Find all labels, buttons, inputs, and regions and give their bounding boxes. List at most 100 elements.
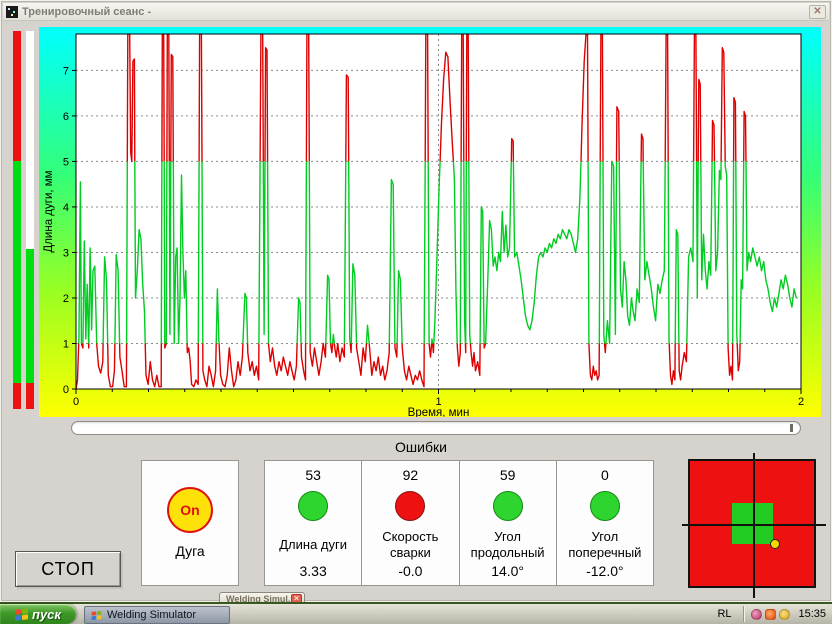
- arc-length-chart-svg: 0 1 2 0 1 2 3 4 5 6 7 Время, мин Длина дуги, мм: [39, 27, 821, 419]
- trace-segment: [259, 34, 264, 162]
- trace-segment: [605, 160, 618, 345]
- error-label: Скорость сварки: [382, 528, 439, 560]
- trace-segment: [483, 343, 487, 349]
- trace-segment: [325, 274, 332, 344]
- trace-segment: [465, 161, 467, 344]
- error-count: 92: [402, 467, 419, 483]
- trace-segment: [456, 343, 461, 367]
- trace-segment: [242, 292, 249, 344]
- trace-segment: [198, 34, 203, 162]
- trace-segment: [186, 343, 199, 388]
- start-button-label: пуск: [32, 606, 61, 622]
- tray-separator: [743, 606, 746, 622]
- trace-segment: [305, 34, 310, 162]
- bar-segment: [26, 382, 34, 409]
- trace-segment: [355, 343, 368, 376]
- trace-segment: [711, 119, 716, 162]
- window-close-button[interactable]: ✕: [809, 4, 826, 19]
- trace-segment: [215, 288, 220, 344]
- windows-flag-icon: [15, 607, 28, 621]
- trace-segment: [102, 256, 109, 344]
- bar-segment: [26, 31, 34, 250]
- trace-segment: [78, 181, 83, 344]
- trace-segment: [469, 343, 481, 376]
- trace-segment: [484, 161, 512, 344]
- trace-segment: [345, 74, 350, 162]
- error-label: Угол продольный: [470, 528, 545, 560]
- trace-segment: [172, 161, 188, 345]
- app-task-icon: [91, 610, 102, 620]
- status-dot-red: [395, 491, 426, 521]
- trace-segment: [598, 161, 601, 344]
- trace-segment: [512, 161, 582, 331]
- trace-segment: [202, 343, 217, 388]
- position-target: [682, 453, 826, 598]
- trace-segment: [695, 161, 699, 299]
- arc-limit-bar-left: [13, 31, 21, 409]
- language-indicator[interactable]: RL: [717, 608, 732, 620]
- tray-icon-magenta-orb[interactable]: [751, 608, 763, 620]
- system-tray: RL 15:35: [713, 604, 832, 624]
- time-scrollbar[interactable]: [71, 421, 801, 435]
- trace-segment: [732, 161, 735, 344]
- trace-segment: [745, 161, 797, 313]
- tray-icon-orange-spiral[interactable]: [765, 608, 777, 620]
- trace-segment: [329, 343, 334, 354]
- y-tick-label: 0: [63, 384, 69, 396]
- trace-segment: [580, 34, 589, 162]
- trace-segment: [452, 161, 458, 344]
- time-scrollbar-thumb[interactable]: [790, 424, 793, 432]
- trace-segment: [88, 247, 98, 344]
- target-green-zone: [732, 503, 773, 544]
- trace-segment: [640, 133, 644, 162]
- error-panel-longitudinal-angle: 59 Угол продольный 14.0°: [460, 461, 557, 585]
- x-tick-label: 1: [435, 396, 441, 408]
- window-title: Тренировочный сеанс -: [22, 5, 152, 18]
- trace-segment: [743, 110, 747, 162]
- trace-segment: [678, 343, 688, 381]
- trace-segment: [368, 343, 390, 381]
- trace-segment: [433, 161, 441, 344]
- error-label: Угол поперечный: [568, 528, 642, 560]
- trace-segment: [118, 343, 128, 388]
- trace-segment: [424, 34, 429, 162]
- arc-on-indicator[interactable]: On: [167, 487, 213, 533]
- crosshair-horizontal-line: [682, 524, 826, 526]
- trace-segment: [396, 270, 403, 344]
- trace-segment: [125, 161, 128, 344]
- trace-segment: [333, 342, 346, 363]
- trace-segment: [615, 106, 620, 162]
- bar-segment: [13, 382, 21, 409]
- arc-panel: On Дуга: [141, 460, 239, 586]
- taskbar-item-welding-simulator[interactable]: Welding Simulator: [84, 606, 230, 624]
- trace-segment: [168, 161, 172, 336]
- error-value: -12.0°: [586, 563, 624, 579]
- trace-segment: [161, 34, 165, 162]
- trace-segment: [664, 34, 669, 162]
- trace-segment: [304, 161, 308, 344]
- trace-segment: [439, 51, 455, 162]
- trace-segment: [107, 343, 116, 388]
- trace-segment: [460, 34, 465, 162]
- taskbar: пуск Welding Simulator RL 15:35: [0, 602, 832, 624]
- arc-length-chart: 0 1 2 0 1 2 3 4 5 6 7 Время, мин Длина дуги, мм: [39, 27, 821, 419]
- trace-segment: [603, 343, 607, 354]
- taskbar-item-label: Welding Simulator: [107, 609, 197, 621]
- trace-segment: [618, 161, 642, 326]
- y-tick-label: 4: [63, 202, 69, 214]
- start-button[interactable]: пуск: [0, 604, 76, 624]
- trace-segment: [599, 34, 604, 162]
- y-tick-label: 1: [63, 338, 69, 350]
- tray-icon-yellow-brush[interactable]: [779, 608, 791, 620]
- trace-segment: [401, 343, 425, 388]
- trace-segment: [126, 34, 136, 163]
- y-axis-title: Длина дуги, мм: [43, 170, 55, 252]
- trace-segment: [431, 343, 435, 354]
- arc-limit-bar-right: [26, 31, 34, 409]
- trace-segment: [468, 161, 472, 344]
- trace-segment: [727, 343, 734, 381]
- trace-segment: [674, 229, 680, 344]
- error-value: -0.0: [398, 563, 423, 579]
- stop-button[interactable]: СТОП: [15, 551, 121, 587]
